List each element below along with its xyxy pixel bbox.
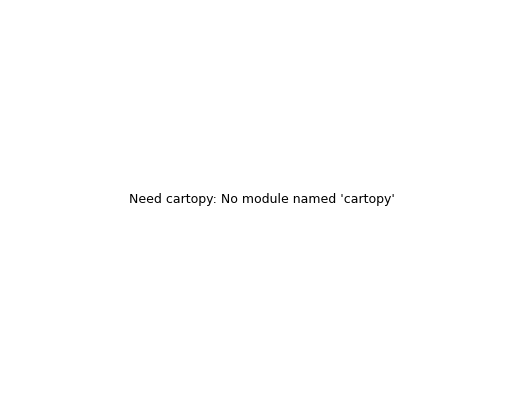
Text: Need cartopy: No module named 'cartopy': Need cartopy: No module named 'cartopy' (130, 194, 395, 206)
